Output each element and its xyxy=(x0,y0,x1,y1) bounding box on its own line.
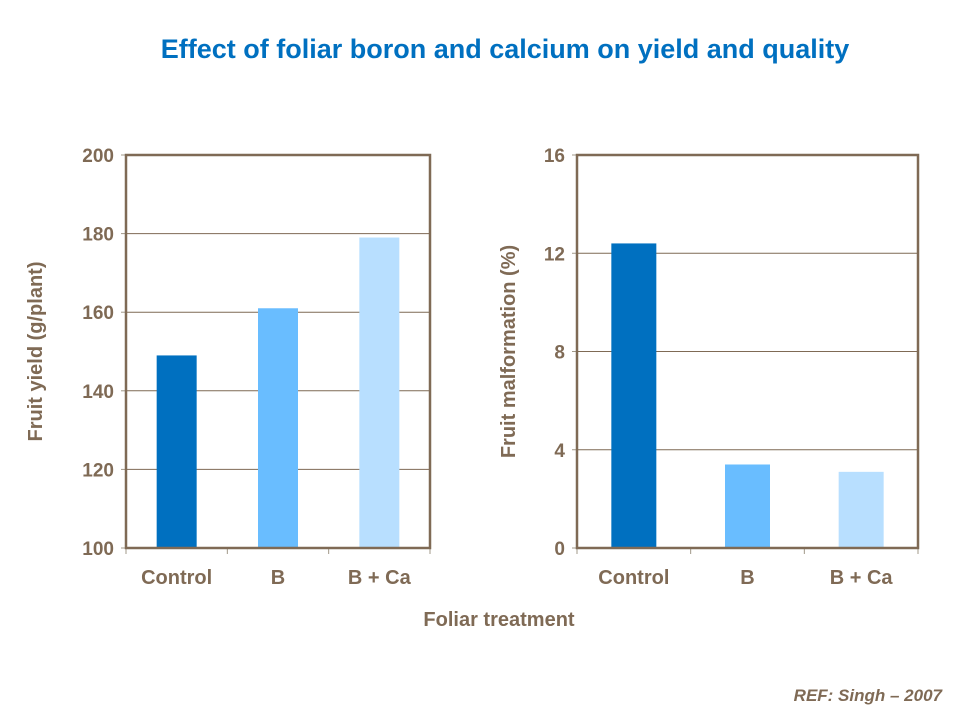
chart-1: 100 120 140 160 180 200 Control B B + Ca Fruit yi… xyxy=(25,146,432,589)
y-tick-label: 8 xyxy=(554,343,565,364)
x-tick-label: B xyxy=(271,567,285,589)
x-tick-label: B + Ca xyxy=(348,567,412,589)
x-axis-label: Foliar treatment xyxy=(423,609,574,631)
y-axis-label: Fruit malformation (%) xyxy=(498,245,520,458)
y-tick-label: 120 xyxy=(82,460,114,481)
x-tick-label: Control xyxy=(141,567,212,589)
x-tick-label: Control xyxy=(598,567,669,589)
plot-frame xyxy=(575,153,920,550)
reference: REF: Singh – 2007 xyxy=(793,686,942,705)
y-tick-label: 0 xyxy=(554,539,565,560)
plot-frame xyxy=(124,153,432,550)
bar-b-ca xyxy=(838,471,884,548)
x-tick-label: B + Ca xyxy=(830,567,894,589)
slide-title: Effect of foliar boron and calcium on yi… xyxy=(160,34,850,64)
y-tick-label: 100 xyxy=(82,539,114,560)
bar-b xyxy=(258,308,298,548)
bar-b-ca xyxy=(359,237,400,548)
y-tick-label: 160 xyxy=(82,303,114,324)
bar-b xyxy=(725,464,770,548)
y-axis-label: Fruit yield (g/plant) xyxy=(25,262,47,442)
y-tick-label: 180 xyxy=(82,225,114,246)
y-tick-label: 4 xyxy=(554,441,565,462)
y-tick-label: 200 xyxy=(82,146,114,167)
y-tick-label: 16 xyxy=(544,146,565,167)
bar-control xyxy=(611,243,657,549)
y-tick-label: 12 xyxy=(544,244,565,265)
y-tick-label: 140 xyxy=(82,382,114,403)
chart-2: 0 4 8 12 16 Control B B + Ca Fruit malformation … xyxy=(498,146,920,589)
x-tick-label: B xyxy=(740,567,754,589)
bar-control xyxy=(156,355,197,548)
